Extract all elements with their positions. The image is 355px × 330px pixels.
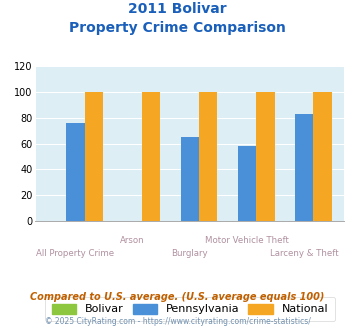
Text: © 2025 CityRating.com - https://www.cityrating.com/crime-statistics/: © 2025 CityRating.com - https://www.city… xyxy=(45,317,310,326)
Legend: Bolivar, Pennsylvania, National: Bolivar, Pennsylvania, National xyxy=(45,297,335,321)
Text: Arson: Arson xyxy=(120,236,145,245)
Bar xyxy=(256,92,274,221)
Text: Larceny & Theft: Larceny & Theft xyxy=(270,249,339,258)
Bar xyxy=(181,137,199,221)
Text: 2011 Bolivar: 2011 Bolivar xyxy=(128,2,227,16)
Bar xyxy=(238,146,256,221)
Bar xyxy=(313,92,332,221)
Text: Burglary: Burglary xyxy=(171,249,208,258)
Text: Property Crime Comparison: Property Crime Comparison xyxy=(69,21,286,35)
Text: Compared to U.S. average. (U.S. average equals 100): Compared to U.S. average. (U.S. average … xyxy=(30,292,325,302)
Bar xyxy=(85,92,103,221)
Bar xyxy=(199,92,217,221)
Bar xyxy=(66,123,85,221)
Text: Motor Vehicle Theft: Motor Vehicle Theft xyxy=(205,236,289,245)
Bar xyxy=(142,92,160,221)
Text: All Property Crime: All Property Crime xyxy=(37,249,115,258)
Bar xyxy=(295,114,313,221)
